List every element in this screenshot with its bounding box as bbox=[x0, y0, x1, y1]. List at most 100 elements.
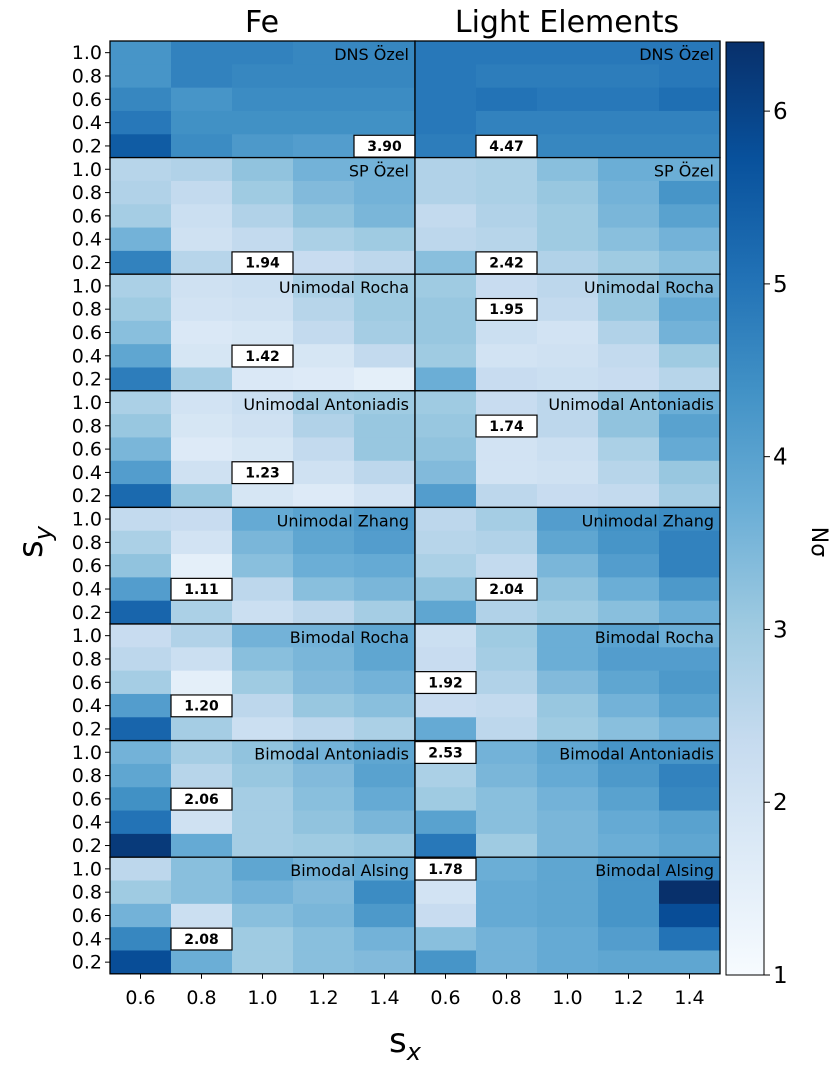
heatmap-cell bbox=[110, 157, 172, 182]
heatmap-cell bbox=[659, 577, 721, 602]
heatmap-cell bbox=[659, 787, 721, 812]
heatmap-cell bbox=[476, 460, 538, 485]
heatmap-cell bbox=[232, 297, 294, 322]
heatmap-cell bbox=[232, 507, 294, 532]
colorbar-tick-label: 4 bbox=[773, 445, 788, 471]
column-title-light-elements: Light Elements bbox=[455, 5, 679, 40]
heatmap-cell bbox=[598, 437, 660, 462]
heatmap-cell bbox=[354, 157, 416, 182]
heatmap-cell bbox=[293, 41, 355, 65]
y-tick-label: 0.4 bbox=[72, 812, 102, 834]
heatmap-cell bbox=[537, 484, 599, 508]
x-tick-label: 0.8 bbox=[186, 987, 216, 1009]
x-axis-label-sub: x bbox=[406, 1038, 422, 1066]
heatmap-cell bbox=[232, 880, 294, 905]
heatmap-cell bbox=[232, 110, 294, 135]
heatmap-cell bbox=[110, 647, 172, 672]
heatmap-cell bbox=[537, 670, 599, 695]
heatmap-cell bbox=[171, 227, 233, 252]
panel-model-label: SP Özel bbox=[654, 162, 714, 181]
min-value-label: 1.92 bbox=[428, 675, 463, 691]
heatmap-cell bbox=[171, 297, 233, 322]
heatmap-cell bbox=[293, 787, 355, 812]
x-tick-label: 1.4 bbox=[674, 987, 704, 1009]
min-value-box bbox=[170, 694, 233, 718]
min-value-box bbox=[170, 927, 233, 951]
y-tick-label: 0.8 bbox=[72, 415, 102, 437]
heatmap-cell bbox=[476, 903, 538, 928]
panel-model-label: Bimodal Antoniadis bbox=[254, 745, 409, 764]
heatmap-cell bbox=[598, 274, 660, 299]
heatmap-cell bbox=[537, 110, 599, 135]
x-axis-label: sx bbox=[389, 1021, 422, 1066]
heatmap-cell bbox=[598, 390, 660, 415]
heatmap-cell bbox=[476, 787, 538, 812]
heatmap-cell bbox=[659, 87, 721, 112]
y-tick-label: 0.4 bbox=[72, 345, 102, 367]
panel-model-label: DNS Özel bbox=[334, 45, 409, 64]
heatmap-cell bbox=[293, 87, 355, 112]
heatmap-cell bbox=[171, 134, 233, 159]
heatmap-cell bbox=[537, 64, 599, 89]
heatmap-cell bbox=[110, 484, 172, 508]
colorbar-label: Nσ bbox=[806, 527, 830, 557]
min-value-label: 2.53 bbox=[428, 745, 463, 761]
y-axis-label-sub: y bbox=[29, 525, 57, 541]
heatmap-cell bbox=[415, 833, 477, 858]
heatmap-cell bbox=[659, 647, 721, 672]
heatmap-cell bbox=[171, 833, 233, 858]
heatmap-cell bbox=[354, 857, 416, 882]
heatmap-cell bbox=[293, 857, 355, 882]
heatmap-cell bbox=[476, 693, 538, 718]
heatmap-cell bbox=[415, 110, 477, 135]
heatmap-cell bbox=[659, 740, 721, 765]
min-value-label: 2.42 bbox=[489, 256, 524, 272]
heatmap-cell bbox=[232, 204, 294, 229]
min-value-box bbox=[170, 787, 233, 811]
heatmap-cell bbox=[537, 903, 599, 928]
x-tick-label: 0.8 bbox=[491, 987, 521, 1009]
heatmap-cell bbox=[537, 437, 599, 462]
min-value-label: 1.94 bbox=[245, 256, 280, 272]
heatmap-cell bbox=[415, 693, 477, 718]
heatmap-cell bbox=[415, 903, 477, 928]
heatmap-cell bbox=[598, 227, 660, 252]
heatmap-cell bbox=[354, 414, 416, 439]
heatmap-cell bbox=[598, 787, 660, 812]
heatmap-cell bbox=[537, 647, 599, 672]
y-tick-label: 0.6 bbox=[72, 555, 102, 577]
heatmap-cell bbox=[110, 204, 172, 229]
panel-model-label: Bimodal Alsing bbox=[595, 861, 714, 880]
heatmap-cell bbox=[110, 717, 172, 742]
heatmap-cell bbox=[232, 64, 294, 89]
x-tick-label: 0.6 bbox=[125, 987, 155, 1009]
y-tick-label: 0.2 bbox=[72, 718, 102, 740]
heatmap-cell bbox=[232, 717, 294, 742]
heatmap-cell bbox=[110, 414, 172, 439]
heatmap-cell bbox=[598, 833, 660, 858]
heatmap-cell bbox=[598, 110, 660, 135]
heatmap-cell bbox=[293, 367, 355, 392]
heatmap-cell bbox=[537, 693, 599, 718]
y-tick-label: 0.4 bbox=[72, 229, 102, 251]
colorbar-ticks: 1 2 3 4 5 6 bbox=[764, 99, 788, 989]
y-tick-label: 0.2 bbox=[72, 369, 102, 391]
heatmap-cell bbox=[659, 950, 721, 975]
heatmap-cell bbox=[537, 530, 599, 555]
heatmap-cell bbox=[293, 344, 355, 369]
heatmap-cell bbox=[415, 810, 477, 835]
y-tick-label: 0.4 bbox=[72, 928, 102, 950]
y-tick-label: 0.8 bbox=[72, 765, 102, 787]
heatmap-cell bbox=[232, 647, 294, 672]
heatmap-cell bbox=[476, 41, 538, 65]
heatmap-cell bbox=[598, 950, 660, 975]
heatmap-cell bbox=[415, 320, 477, 345]
panel: Bimodal Alsing 1.78 bbox=[414, 856, 721, 975]
heatmap-cell bbox=[232, 833, 294, 858]
heatmap-cell bbox=[293, 950, 355, 975]
heatmap-cell bbox=[293, 227, 355, 252]
heatmap-cell bbox=[354, 600, 416, 625]
heatmap-cell bbox=[476, 950, 538, 975]
min-value-label: 2.06 bbox=[184, 792, 219, 808]
heatmap-cell bbox=[537, 180, 599, 205]
